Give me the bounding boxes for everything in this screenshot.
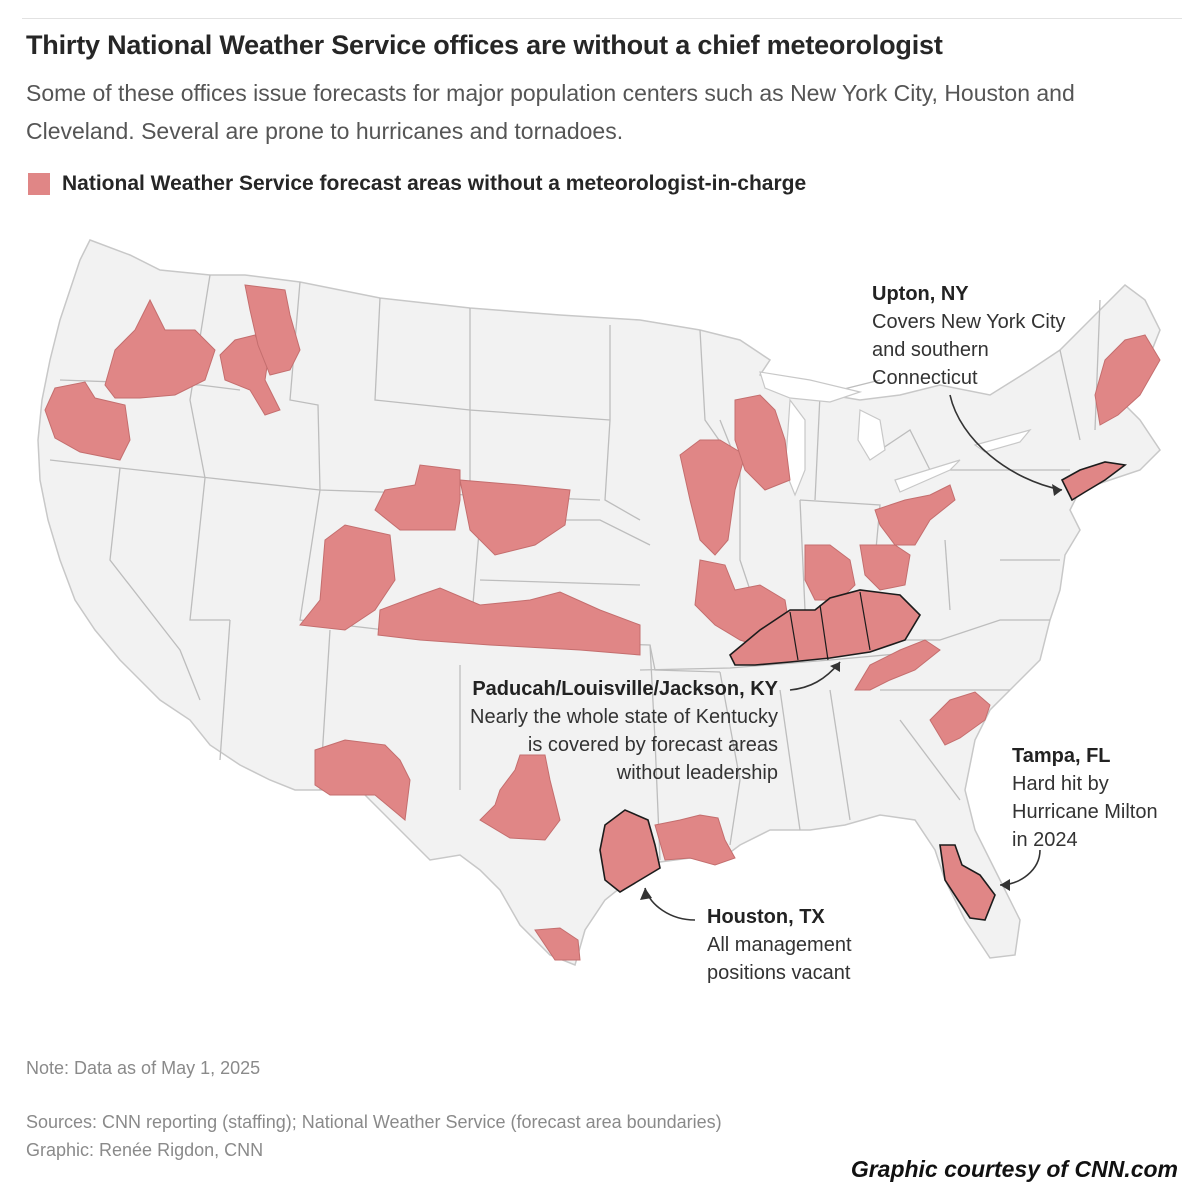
area-utah-grand-junction xyxy=(299,524,396,631)
graphic-credit: Graphic: Renée Rigdon, CNN xyxy=(26,1140,264,1160)
annotation-upton: Upton, NY Covers New York City and south… xyxy=(872,280,1065,392)
area-houston xyxy=(599,809,661,893)
annotation-kentucky: Paducah/Louisville/Jackson, KY Nearly th… xyxy=(380,675,778,787)
area-wyoming-south xyxy=(374,464,461,531)
annotation-upton-line: Connecticut xyxy=(872,367,978,389)
area-tennessee-east xyxy=(854,639,941,691)
area-texas-central xyxy=(479,754,561,841)
highlighted-forecast-areas xyxy=(44,284,1161,961)
top-divider xyxy=(22,18,1182,19)
annotation-tampa-line: in 2024 xyxy=(1012,829,1078,851)
annotation-kentucky-line: Nearly the whole state of Kentucky xyxy=(470,706,778,728)
annotation-tampa-title: Tampa, FL xyxy=(1012,745,1111,767)
annotation-upton-line: Covers New York City xyxy=(872,311,1066,333)
kentucky-office-borders xyxy=(789,591,871,661)
annotation-houston-title: Houston, TX xyxy=(707,906,825,928)
area-new-mexico xyxy=(314,739,411,821)
area-upton xyxy=(1060,461,1128,502)
annotation-tampa: Tampa, FL Hard hit by Hurricane Milton i… xyxy=(1012,742,1158,854)
upton-arrow xyxy=(949,394,1063,491)
area-new-hampshire-maine xyxy=(1094,334,1161,426)
area-oregon-northeast xyxy=(104,298,216,399)
area-nebraska-west xyxy=(459,479,571,556)
area-oregon-coast xyxy=(44,381,131,461)
area-wisconsin xyxy=(734,394,791,491)
annotation-kentucky-title: Paducah/Louisville/Jackson, KY xyxy=(472,678,778,700)
annotation-tampa-line: Hurricane Milton xyxy=(1012,801,1158,823)
sources: Sources: CNN reporting (staffing); Natio… xyxy=(26,1108,722,1164)
annotation-tampa-line: Hard hit by xyxy=(1012,773,1109,795)
area-kentucky xyxy=(729,589,922,666)
annotation-upton-line: and southern xyxy=(872,339,989,361)
annotation-houston-line: positions vacant xyxy=(707,962,851,984)
area-tampa xyxy=(939,844,996,921)
area-colorado-kansas xyxy=(377,587,641,656)
area-iowa-illinois xyxy=(679,439,746,556)
page-subtitle: Some of these offices issue forecasts fo… xyxy=(26,80,1075,144)
area-ohio-cleveland xyxy=(874,484,956,546)
legend-swatch xyxy=(28,173,50,195)
state-borders xyxy=(49,274,1101,861)
courtesy-credit: Graphic courtesy of CNN.com xyxy=(850,1156,1178,1182)
legend: National Weather Service forecast areas … xyxy=(28,170,806,198)
legend-label: National Weather Service forecast areas … xyxy=(62,172,807,195)
annotation-houston-line: All management xyxy=(707,934,852,956)
sources-line: Sources: CNN reporting (staffing); Natio… xyxy=(26,1112,722,1132)
arrowheads xyxy=(640,484,1062,900)
area-south-carolina xyxy=(929,691,991,746)
tampa-arrow xyxy=(999,849,1041,886)
area-montana-west xyxy=(244,284,301,376)
data-note: Note: Data as of May 1, 2025 xyxy=(26,1058,261,1078)
annotation-kentucky-line: is covered by forecast areas xyxy=(527,734,778,756)
great-lakes xyxy=(759,371,1032,497)
houston-arrow xyxy=(644,887,696,921)
annotation-upton-title: Upton, NY xyxy=(872,283,969,305)
page-title: Thirty National Weather Service offices … xyxy=(26,30,943,60)
area-ohio-south xyxy=(859,544,911,591)
annotation-kentucky-line: without leadership xyxy=(616,762,778,784)
area-texas-south xyxy=(534,927,581,961)
area-indiana xyxy=(804,544,856,601)
annotation-houston: Houston, TX All management positions vac… xyxy=(707,903,852,987)
area-lake-charles xyxy=(654,814,736,866)
